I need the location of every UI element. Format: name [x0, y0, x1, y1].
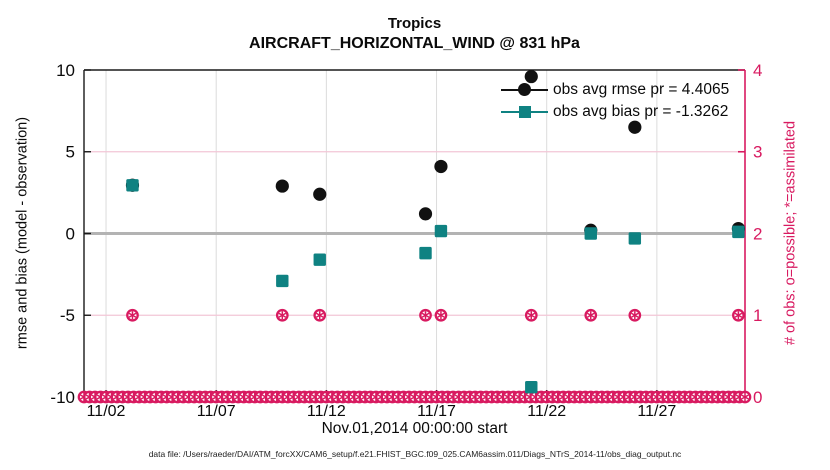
legend-bias-marker — [501, 104, 548, 120]
bias-points — [126, 179, 745, 394]
chart-title-variable: AIRCRAFT_HORIZONTAL_WIND @ 831 hPa — [249, 35, 580, 52]
x-axis-label: Nov.01,2014 00:00:00 start — [321, 420, 508, 437]
svg-text:4: 4 — [753, 61, 762, 80]
obs-count-one-markers — [126, 308, 745, 322]
legend-bias-label: obs avg bias pr = -1.3262 — [553, 103, 729, 120]
svg-text:1: 1 — [753, 306, 762, 325]
svg-text:11/07: 11/07 — [197, 403, 236, 420]
svg-text:-10: -10 — [50, 388, 75, 407]
svg-text:11/02: 11/02 — [87, 403, 126, 420]
rmse-circle-icon — [518, 83, 531, 96]
svg-text:11/12: 11/12 — [307, 403, 346, 420]
svg-text:3: 3 — [753, 143, 762, 162]
chart-title-region: Tropics — [387, 15, 442, 32]
y-axis-right-label: # of obs: o=possible; *=assimilated — [782, 120, 799, 346]
legend-row-bias: obs avg bias pr = -1.3262 — [501, 101, 729, 123]
data-file-caption: data file: /Users/raeder/DAI/ATM_forcXX/… — [148, 449, 682, 459]
legend-rmse-label: obs avg rmse pr = 4.4065 — [553, 81, 730, 98]
svg-text:-5: -5 — [60, 306, 75, 325]
chart-legend: obs avg rmse pr = 4.4065 obs avg bias pr… — [501, 79, 729, 123]
chart-title-block: Tropics AIRCRAFT_HORIZONTAL_WIND @ 831 h… — [84, 14, 745, 54]
svg-text:5: 5 — [66, 143, 75, 162]
svg-text:0: 0 — [753, 388, 762, 407]
y-axis-left-label: rmse and bias (model - observation) — [14, 116, 31, 350]
svg-text:11/27: 11/27 — [637, 403, 676, 420]
legend-row-rmse: obs avg rmse pr = 4.4065 — [501, 79, 729, 101]
obs-count-zero-row — [77, 390, 752, 404]
bias-square-icon — [519, 106, 531, 118]
svg-text:2: 2 — [753, 224, 762, 243]
svg-text:11/22: 11/22 — [527, 403, 566, 420]
legend-rmse-marker — [501, 82, 548, 98]
svg-text:10: 10 — [56, 61, 75, 80]
svg-text:11/17: 11/17 — [417, 403, 456, 420]
svg-text:0: 0 — [66, 224, 75, 243]
